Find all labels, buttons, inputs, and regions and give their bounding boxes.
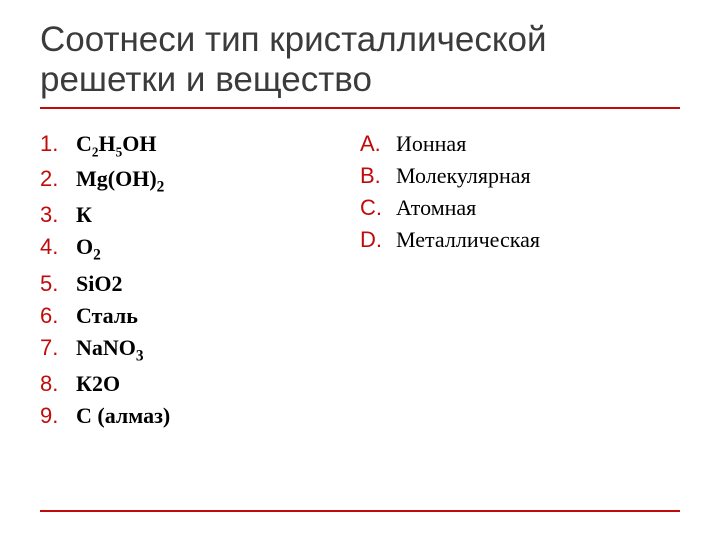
list-marker: 3.	[40, 202, 76, 228]
list-marker: A.	[360, 131, 396, 157]
lattice-type-text: Молекулярная	[396, 163, 531, 189]
page-title: Соотнеси тип кристаллической решетки и в…	[40, 20, 680, 101]
lattice-type-text: Атомная	[396, 195, 476, 221]
substance-text: NаNО3	[76, 335, 144, 365]
substance-text: Сталь	[76, 303, 138, 329]
list-item: C.Атомная	[360, 195, 680, 221]
lattice-type-text: Металлическая	[396, 227, 540, 253]
footer-line	[40, 510, 680, 512]
lattice-types-list: A.ИоннаяB.МолекулярнаяC.АтомнаяD.Металли…	[360, 131, 680, 253]
substance-text: С (алмаз)	[76, 403, 170, 429]
substance-text: О2	[76, 234, 101, 264]
list-item: 4.О2	[40, 234, 360, 264]
list-marker: 7.	[40, 335, 76, 361]
substance-text: SiO2	[76, 271, 122, 297]
list-item: 7.NаNО3	[40, 335, 360, 365]
list-item: 9.С (алмаз)	[40, 403, 360, 429]
lattice-type-text: Ионная	[396, 131, 466, 157]
list-item: B.Молекулярная	[360, 163, 680, 189]
list-item: 6.Сталь	[40, 303, 360, 329]
list-item: D.Металлическая	[360, 227, 680, 253]
list-marker: 1.	[40, 131, 76, 157]
substance-text: К2О	[76, 371, 120, 397]
substance-text: К	[76, 202, 92, 228]
right-column: A.ИоннаяB.МолекулярнаяC.АтомнаяD.Металли…	[360, 131, 680, 436]
list-marker: B.	[360, 163, 396, 189]
list-marker: 6.	[40, 303, 76, 329]
list-item: 3.К	[40, 202, 360, 228]
left-column: 1.С2Н5ОН2.Мg(ОН)23.К4.О25.SiO26.Сталь7.N…	[40, 131, 360, 436]
substance-text: Мg(ОН)2	[76, 166, 164, 196]
list-item: 8.К2О	[40, 371, 360, 397]
list-marker: 2.	[40, 166, 76, 192]
title-underline	[40, 107, 680, 109]
list-item: 5.SiO2	[40, 271, 360, 297]
list-marker: 5.	[40, 271, 76, 297]
list-marker: 9.	[40, 403, 76, 429]
list-item: 1.С2Н5ОН	[40, 131, 360, 160]
list-marker: 4.	[40, 234, 76, 260]
list-marker: C.	[360, 195, 396, 221]
list-marker: D.	[360, 227, 396, 253]
substance-text: С2Н5ОН	[76, 131, 156, 160]
list-item: 2.Мg(ОН)2	[40, 166, 360, 196]
list-item: A.Ионная	[360, 131, 680, 157]
list-marker: 8.	[40, 371, 76, 397]
substances-list: 1.С2Н5ОН2.Мg(ОН)23.К4.О25.SiO26.Сталь7.N…	[40, 131, 360, 430]
content-area: 1.С2Н5ОН2.Мg(ОН)23.К4.О25.SiO26.Сталь7.N…	[0, 119, 720, 436]
